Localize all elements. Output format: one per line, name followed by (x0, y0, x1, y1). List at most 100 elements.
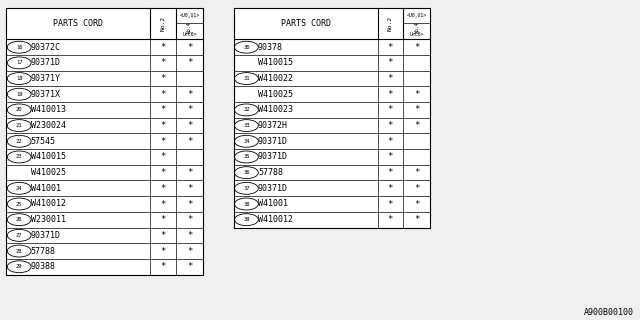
Text: A900B00100: A900B00100 (584, 308, 634, 317)
Text: <U0,U1>: <U0,U1> (179, 13, 200, 18)
Text: No.2: No.2 (388, 16, 393, 31)
Text: *: * (161, 215, 166, 224)
Text: *: * (187, 105, 192, 115)
Text: *: * (388, 184, 393, 193)
Text: W410025: W410025 (31, 168, 66, 177)
Text: 26: 26 (16, 217, 22, 222)
Text: *: * (414, 215, 419, 224)
Text: 38: 38 (243, 202, 250, 206)
Text: *: * (161, 184, 166, 193)
Text: 90371D: 90371D (31, 58, 61, 68)
Text: 57788: 57788 (258, 168, 283, 177)
Text: 31: 31 (243, 76, 250, 81)
Text: *: * (161, 137, 166, 146)
Text: 37: 37 (243, 186, 250, 191)
Text: *: * (187, 215, 192, 224)
Text: 90372C: 90372C (31, 43, 61, 52)
Text: 19: 19 (16, 92, 22, 97)
Text: 30: 30 (243, 45, 250, 50)
Text: 29: 29 (16, 264, 22, 269)
Text: 34: 34 (243, 139, 250, 144)
Text: *: * (161, 105, 166, 115)
Text: 16: 16 (16, 45, 22, 50)
Text: U<C0>: U<C0> (182, 32, 196, 36)
Text: 90371D: 90371D (258, 184, 288, 193)
Text: *: * (388, 215, 393, 224)
Text: 90372H: 90372H (258, 121, 288, 130)
Text: *: * (388, 121, 393, 130)
Text: *: * (388, 168, 393, 177)
Text: 18: 18 (16, 76, 22, 81)
Text: 90371Y: 90371Y (31, 74, 61, 83)
Text: 36: 36 (243, 170, 250, 175)
Bar (6, 8, 203, 275)
Text: *: * (161, 43, 166, 52)
Text: 24: 24 (16, 186, 22, 191)
Text: *: * (187, 231, 192, 240)
Text: *: * (414, 90, 419, 99)
Text: *: * (161, 231, 166, 240)
Text: *: * (161, 152, 166, 162)
Text: *: * (414, 168, 419, 177)
Text: 25: 25 (16, 202, 22, 206)
Text: *: * (388, 105, 393, 115)
Text: No.4: No.4 (414, 22, 419, 33)
Text: *: * (414, 199, 419, 209)
Text: *: * (187, 90, 192, 99)
Text: 21: 21 (16, 123, 22, 128)
Text: W230024: W230024 (31, 121, 66, 130)
Text: *: * (187, 168, 192, 177)
Text: No.2: No.2 (161, 16, 166, 31)
Text: No.4: No.4 (187, 22, 192, 33)
Text: W410015: W410015 (31, 152, 66, 162)
Text: *: * (161, 74, 166, 83)
Text: W410025: W410025 (258, 90, 293, 99)
Text: 17: 17 (16, 60, 22, 65)
Text: 57545: 57545 (31, 137, 56, 146)
Text: *: * (161, 199, 166, 209)
Text: PARTS CORD: PARTS CORD (280, 19, 331, 28)
Bar (234, 8, 430, 228)
Text: 90371D: 90371D (258, 152, 288, 162)
Text: PARTS CORD: PARTS CORD (53, 19, 104, 28)
Text: *: * (187, 184, 192, 193)
Text: 32: 32 (243, 108, 250, 112)
Text: U<C0>: U<C0> (410, 32, 424, 36)
Text: <U0,U1>: <U0,U1> (406, 13, 427, 18)
Text: *: * (388, 43, 393, 52)
Text: *: * (187, 199, 192, 209)
Text: 23: 23 (16, 155, 22, 159)
Text: *: * (161, 121, 166, 130)
Text: *: * (161, 58, 166, 68)
Text: 35: 35 (243, 155, 250, 159)
Text: 90378: 90378 (258, 43, 283, 52)
Text: W410013: W410013 (31, 105, 66, 115)
Text: *: * (388, 137, 393, 146)
Text: W410023: W410023 (258, 105, 293, 115)
Text: W41001: W41001 (31, 184, 61, 193)
Text: *: * (388, 199, 393, 209)
Text: 33: 33 (243, 123, 250, 128)
Text: *: * (187, 121, 192, 130)
Text: *: * (187, 43, 192, 52)
Text: 20: 20 (16, 108, 22, 112)
Text: W410022: W410022 (258, 74, 293, 83)
Text: W410015: W410015 (258, 58, 293, 68)
Text: *: * (388, 58, 393, 68)
Text: 90371X: 90371X (31, 90, 61, 99)
Text: *: * (161, 246, 166, 256)
Text: *: * (414, 43, 419, 52)
Text: 39: 39 (243, 217, 250, 222)
Text: 90388: 90388 (31, 262, 56, 271)
Text: W41001: W41001 (258, 199, 288, 209)
Text: 57788: 57788 (31, 246, 56, 256)
Text: *: * (187, 246, 192, 256)
Text: *: * (414, 121, 419, 130)
Text: *: * (388, 90, 393, 99)
Text: *: * (187, 137, 192, 146)
Text: W230011: W230011 (31, 215, 66, 224)
Text: 28: 28 (16, 249, 22, 253)
Text: *: * (388, 74, 393, 83)
Text: W410012: W410012 (31, 199, 66, 209)
Text: 27: 27 (16, 233, 22, 238)
